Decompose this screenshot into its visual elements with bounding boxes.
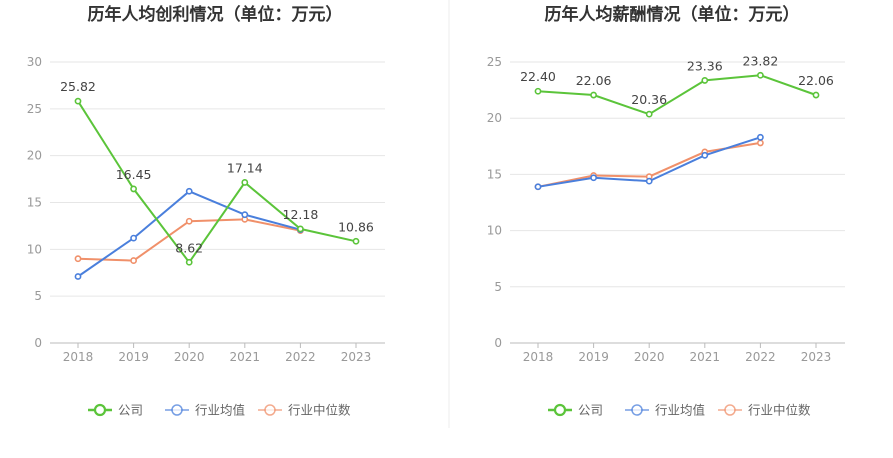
legend-marker-icon — [264, 404, 276, 416]
x-tick-label: 2022 — [285, 350, 316, 364]
data-point-company[interactable] — [757, 71, 764, 79]
data-point-industry_avg[interactable] — [241, 211, 249, 219]
chart-salary-per-employee: 历年人均薪酬情况（单位：万元） 0 5 10 15 20 25 2018 2019 2020 202… — [487, 4, 845, 418]
data-point-company[interactable] — [296, 225, 304, 233]
legend-marker-icon — [553, 403, 567, 417]
legend-label: 行业均值 — [195, 403, 245, 418]
x-tick-label: 2019 — [118, 350, 149, 364]
data-point-industry_avg[interactable] — [757, 133, 764, 141]
legend-item-industry_median[interactable]: 行业中位数 — [718, 403, 811, 418]
data-point-industry_avg[interactable] — [701, 151, 709, 159]
data-point-company[interactable] — [241, 179, 249, 186]
data-point-company[interactable] — [185, 258, 193, 266]
series-line-company — [537, 74, 817, 116]
data-point-industry_median[interactable] — [74, 255, 82, 263]
chart-title: 历年人均薪酬情况（单位：万元） — [545, 4, 800, 25]
data-label: 22.06 — [798, 73, 834, 88]
y-tick-label: 10 — [487, 224, 502, 238]
data-label: 17.14 — [227, 160, 263, 175]
x-tick-label: 2023 — [801, 350, 832, 364]
y-tick-label: 30 — [27, 55, 42, 69]
x-tick-label: 2018 — [63, 350, 94, 364]
x-tick-label: 2021 — [230, 350, 261, 364]
data-point-industry_median[interactable] — [757, 139, 764, 147]
data-label: 23.36 — [687, 58, 723, 73]
chart-profit-per-employee: 历年人均创利情况（单位：万元） 0 5 10 15 20 25 30 2018 2019 2020 2… — [27, 4, 385, 418]
legend-item-company[interactable]: 公司 — [548, 403, 603, 418]
y-tick-label: 15 — [487, 167, 502, 181]
data-label: 22.06 — [576, 73, 612, 88]
legend-marker-icon — [171, 404, 183, 416]
data-point-company[interactable] — [701, 77, 709, 84]
data-label: 23.82 — [743, 53, 779, 68]
y-tick-label: 25 — [487, 55, 502, 69]
legend-marker-icon — [724, 404, 736, 416]
data-point-industry_avg[interactable] — [130, 234, 137, 242]
legend-item-industry_median[interactable]: 行业中位数 — [258, 403, 351, 418]
data-point-company[interactable] — [352, 237, 360, 245]
x-tick-label: 2022 — [745, 350, 776, 364]
x-tick-label: 2020 — [634, 350, 665, 364]
data-point-company[interactable] — [590, 91, 597, 99]
legend-marker-icon — [631, 404, 643, 416]
y-tick-label: 20 — [27, 149, 42, 163]
data-label: 12.18 — [283, 207, 319, 222]
legend-item-industry_avg[interactable]: 行业均值 — [165, 403, 245, 418]
x-tick-label: 2020 — [174, 350, 205, 364]
data-point-industry_avg[interactable] — [74, 273, 82, 280]
data-point-company[interactable] — [534, 87, 542, 95]
y-tick-label: 25 — [27, 102, 42, 116]
data-label: 10.86 — [338, 219, 374, 234]
data-point-company[interactable] — [645, 110, 653, 118]
data-point-company[interactable] — [74, 97, 82, 105]
x-tick-label: 2021 — [690, 350, 721, 364]
data-point-industry_avg[interactable] — [645, 177, 653, 185]
data-point-industry_median[interactable] — [130, 257, 137, 264]
legend-label: 行业均值 — [655, 403, 705, 418]
data-point-industry_avg[interactable] — [590, 174, 597, 182]
y-tick-label: 15 — [27, 196, 42, 210]
legend-label: 行业中位数 — [748, 403, 811, 418]
legend-marker-icon — [93, 403, 107, 417]
x-tick-label: 2023 — [341, 350, 372, 364]
data-label: 16.45 — [116, 167, 152, 182]
data-point-company[interactable] — [812, 91, 820, 99]
data-point-industry_avg[interactable] — [185, 187, 193, 195]
legend-item-industry_avg[interactable]: 行业均值 — [625, 403, 705, 418]
series-line-company — [77, 100, 357, 265]
data-point-industry_avg[interactable] — [534, 183, 542, 191]
y-tick-label: 5 — [494, 280, 502, 294]
y-tick-label: 10 — [27, 242, 42, 256]
data-label: 8.62 — [175, 240, 203, 255]
x-tick-label: 2018 — [523, 350, 554, 364]
data-label: 20.36 — [631, 92, 667, 107]
data-point-company[interactable] — [130, 185, 137, 193]
chart-title: 历年人均创利情况（单位：万元） — [88, 4, 343, 25]
y-tick-label: 20 — [487, 111, 502, 125]
x-tick-label: 2019 — [578, 350, 609, 364]
data-label: 25.82 — [60, 79, 96, 94]
y-tick-label: 0 — [494, 336, 502, 350]
legend-label: 公司 — [578, 403, 603, 418]
legend-item-company[interactable]: 公司 — [88, 403, 143, 418]
legend-label: 行业中位数 — [288, 403, 351, 418]
data-point-industry_median[interactable] — [185, 217, 193, 225]
y-tick-label: 0 — [34, 336, 42, 350]
y-tick-label: 5 — [34, 289, 42, 303]
legend-label: 公司 — [118, 403, 143, 418]
data-label: 22.40 — [520, 69, 556, 84]
